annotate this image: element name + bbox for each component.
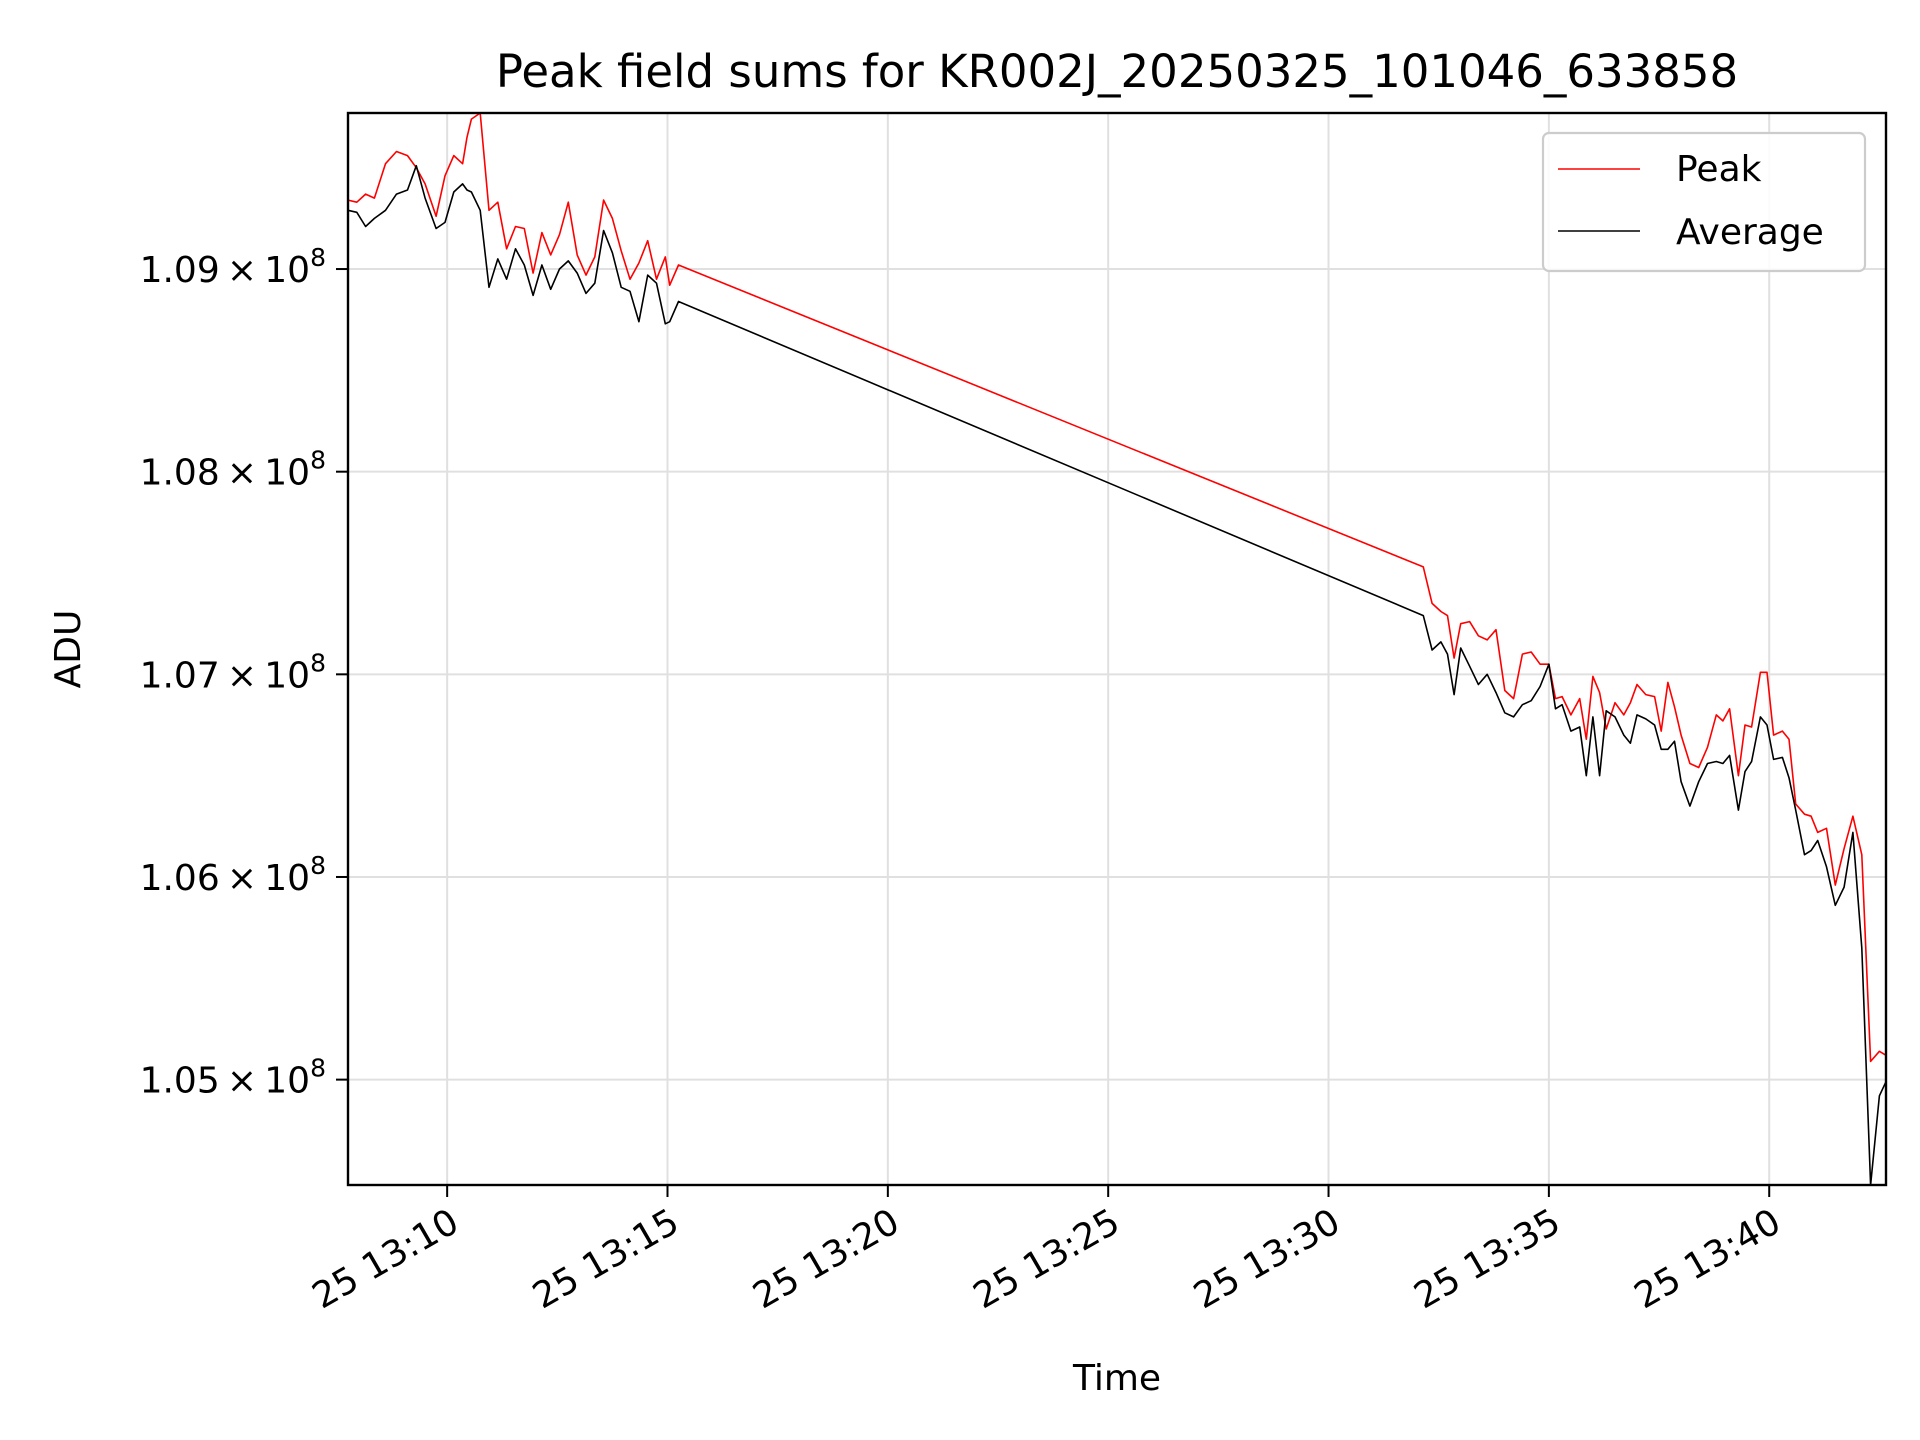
legend-label-peak: Peak bbox=[1676, 149, 1762, 190]
y-tick-label: 1.08 × 108 bbox=[140, 446, 326, 494]
series-line-average bbox=[347, 164, 1887, 1186]
series-line-peak bbox=[347, 112, 1887, 1063]
x-axis-label: Time bbox=[1072, 1358, 1161, 1399]
legend-box bbox=[1541, 131, 1867, 273]
y-tick-label: 1.06 × 108 bbox=[140, 851, 326, 899]
y-axis-label: ADU bbox=[48, 610, 89, 689]
y-tick-label: 1.05 × 108 bbox=[140, 1054, 326, 1102]
legend: Peak Average bbox=[1541, 131, 1867, 273]
legend-label-average: Average bbox=[1676, 212, 1824, 253]
grid-lines bbox=[348, 113, 1886, 1185]
chart-title: Peak field sums for KR002J_20250325_1010… bbox=[496, 45, 1738, 98]
y-tick-label: 1.09 × 108 bbox=[140, 243, 326, 291]
y-tick-label: 1.07 × 108 bbox=[140, 648, 326, 696]
series-lines bbox=[347, 112, 1887, 1186]
plot-frame bbox=[346, 111, 1888, 1187]
y-axis-ticks: 1.05 × 108 1.06 × 108 1.07 × 108 1.08 × 108… bbox=[140, 243, 348, 1102]
